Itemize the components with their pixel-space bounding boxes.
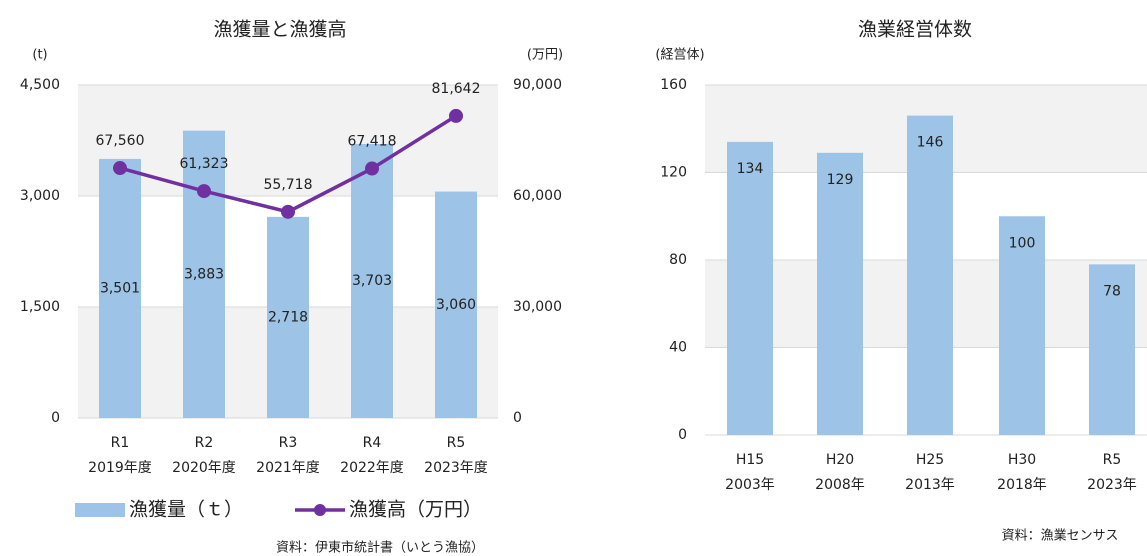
- x-tick-sublabel: 2019年度: [88, 460, 152, 476]
- x-tick-sublabel: 2020年度: [172, 460, 236, 476]
- x-tick-label: H15: [736, 452, 764, 468]
- bar: [99, 158, 141, 418]
- bar: [907, 115, 953, 435]
- y-tick-label: 4,500: [20, 77, 60, 93]
- line-point: [197, 184, 211, 199]
- source-note: 資料：伊東市統計書（いとう漁協）: [276, 540, 484, 556]
- x-tick-sublabel: 2023年度: [424, 460, 488, 476]
- x-tick-sublabel: 2003年: [725, 477, 775, 493]
- x-tick-label: H25: [916, 452, 944, 468]
- line-value-label: 81,642: [432, 81, 481, 97]
- bar: [817, 152, 863, 435]
- line-value-label: 67,560: [96, 133, 145, 149]
- bar-value-label: 134: [737, 161, 764, 177]
- y-tick-label: 120: [660, 165, 687, 181]
- y-tick-label: 0: [51, 410, 60, 426]
- line-point: [113, 161, 127, 176]
- x-tick-sublabel: 2018年: [997, 477, 1047, 493]
- bar-value-label: 2,718: [268, 309, 308, 325]
- y-tick-label: 1,500: [20, 299, 60, 315]
- y-tick-label: 40: [669, 340, 687, 356]
- y2-tick-label: 60,000: [513, 188, 562, 204]
- y-axis-label: (経営体): [655, 48, 704, 63]
- y-tick-label: 3,000: [20, 188, 60, 204]
- x-tick-sublabel: 2008年: [815, 477, 865, 493]
- bar: [435, 191, 477, 418]
- x-tick-sublabel: 2023年: [1087, 477, 1137, 493]
- bar-value-label: 3,703: [352, 273, 392, 289]
- bar: [267, 216, 309, 418]
- line-value-label: 67,418: [348, 134, 397, 150]
- line-point: [365, 161, 379, 176]
- bar: [727, 141, 773, 435]
- line-value-label: 55,718: [264, 177, 313, 193]
- bar-value-label: 3,883: [184, 266, 224, 282]
- bar: [183, 130, 225, 418]
- x-tick-sublabel: 2021年度: [256, 460, 320, 476]
- y-tick-label: 160: [660, 77, 687, 93]
- bar: [999, 216, 1045, 435]
- bar: [351, 143, 393, 418]
- source-note: 資料：漁業センサス: [1002, 528, 1119, 544]
- legend-label: 漁獲量（ｔ）: [129, 499, 243, 521]
- x-tick-label: R2: [195, 435, 214, 451]
- y2-tick-label: 90,000: [513, 77, 562, 93]
- x-tick-label: H30: [1008, 452, 1036, 468]
- bar-value-label: 129: [827, 172, 854, 188]
- chart-title: 漁獲量と漁獲高: [213, 19, 346, 41]
- line-point: [281, 204, 295, 219]
- bar-value-label: 100: [1009, 235, 1036, 251]
- line-value-label: 61,323: [180, 156, 229, 172]
- x-tick-label: H20: [826, 452, 854, 468]
- y2-axis-label: (万円): [527, 48, 563, 63]
- bar-value-label: 146: [917, 135, 944, 151]
- bar-value-label: 78: [1103, 283, 1121, 299]
- x-tick-label: R4: [363, 435, 382, 451]
- y2-tick-label: 30,000: [513, 299, 562, 315]
- x-tick-label: R5: [1103, 452, 1122, 468]
- chart-title: 漁業経営体数: [858, 19, 972, 41]
- bar-value-label: 3,501: [100, 280, 140, 296]
- x-tick-sublabel: 2022年度: [340, 460, 404, 476]
- y2-tick-label: 0: [513, 410, 522, 426]
- x-tick-sublabel: 2013年: [905, 477, 955, 493]
- legend-swatch-point: [314, 504, 326, 516]
- legend-label: 漁獲高（万円）: [349, 499, 482, 521]
- legend-swatch: [75, 503, 125, 517]
- x-tick-label: R1: [111, 435, 130, 451]
- bar-value-label: 3,060: [436, 297, 476, 313]
- y-axis-label: (t): [32, 48, 47, 63]
- y-tick-label: 80: [669, 252, 687, 268]
- bar: [1089, 264, 1135, 435]
- y-tick-label: 0: [678, 427, 687, 443]
- x-tick-label: R3: [279, 435, 298, 451]
- x-tick-label: R5: [447, 435, 466, 451]
- line-point: [449, 108, 463, 123]
